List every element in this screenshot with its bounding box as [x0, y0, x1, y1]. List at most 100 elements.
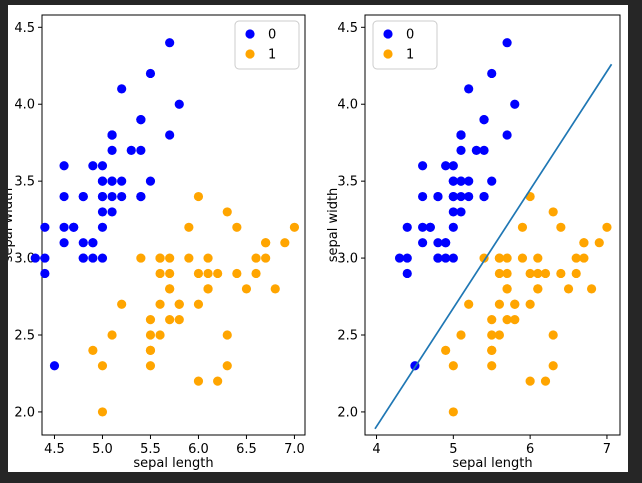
data-point: [448, 176, 458, 186]
data-point: [479, 191, 489, 202]
data-point: [88, 161, 98, 171]
decision-boundary-line: [374, 63, 613, 430]
data-point: [136, 115, 146, 125]
y-tick-label: 3.0: [337, 252, 358, 267]
data-point: [602, 222, 612, 232]
data-point: [448, 407, 458, 417]
data-point: [479, 145, 489, 155]
plot-frame: [41, 14, 306, 436]
data-point: [487, 315, 497, 325]
data-point: [456, 191, 466, 202]
data-point: [456, 176, 466, 186]
data-point: [394, 253, 405, 263]
data-point: [193, 376, 204, 386]
data-point: [193, 268, 204, 279]
data-point: [193, 191, 204, 202]
data-point: [579, 238, 589, 248]
data-point: [289, 222, 300, 232]
data-point: [78, 238, 88, 248]
data-point: [251, 253, 261, 263]
data-point: [88, 253, 98, 263]
data-point: [107, 207, 117, 217]
data-point: [510, 299, 520, 309]
data-point: [571, 268, 581, 279]
y-axis-label: sepal width: [326, 188, 341, 263]
data-point: [502, 130, 512, 140]
left-scatter-plot: 4.5 5.0 5.5 6.0 6.5 7.0 2.0 2.5 3.0 3.5 4.0 4.5 sepa…: [8, 14, 306, 471]
data-point: [464, 299, 474, 309]
data-point: [448, 253, 458, 263]
x-tick-label: 6: [526, 442, 534, 457]
data-point: [59, 191, 69, 202]
data-point: [402, 268, 412, 279]
data-point: [78, 191, 88, 202]
legend-label: 0: [406, 28, 414, 43]
x-tick-label: 5.5: [140, 442, 161, 457]
data-point: [174, 99, 184, 109]
data-point: [97, 222, 108, 232]
y-axis-label: sepal width: [8, 188, 16, 263]
y-tick-label: 2.0: [14, 405, 35, 420]
data-point: [136, 145, 146, 155]
data-point: [222, 330, 232, 340]
y-tick-label: 3.5: [337, 175, 358, 190]
data-point: [117, 191, 127, 202]
data-point: [402, 253, 412, 263]
data-point: [517, 222, 528, 232]
data-point: [203, 268, 213, 279]
data-point: [471, 145, 481, 155]
data-point: [270, 284, 280, 294]
data-point: [222, 361, 232, 371]
data-point: [487, 345, 497, 355]
x-tick-label: 5: [449, 442, 457, 457]
data-point: [487, 330, 497, 340]
data-point: [145, 345, 156, 355]
data-point: [441, 345, 451, 355]
y-tick-label: 4.5: [337, 21, 358, 36]
data-point: [40, 253, 50, 263]
x-tick-label: 6.0: [188, 442, 209, 457]
x-tick-label: 6.5: [236, 442, 257, 457]
data-point: [145, 361, 156, 371]
data-point: [59, 222, 69, 232]
data-point: [456, 130, 466, 140]
data-point: [107, 176, 117, 186]
data-point: [165, 38, 175, 48]
data-point: [280, 238, 290, 248]
data-point: [502, 315, 512, 325]
data-point: [155, 253, 165, 263]
data-point: [502, 38, 512, 48]
data-point: [418, 238, 428, 248]
data-point: [441, 238, 451, 248]
data-point: [117, 299, 127, 309]
data-point: [548, 330, 558, 340]
data-point: [59, 161, 69, 171]
data-point: [525, 376, 535, 386]
data-point: [433, 253, 443, 263]
data-point: [517, 253, 528, 263]
data-point: [548, 207, 558, 217]
data-point: [579, 253, 589, 263]
data-point: [464, 176, 474, 186]
data-point: [533, 268, 543, 279]
data-point: [433, 238, 443, 248]
data-point: [184, 253, 194, 263]
data-point: [540, 376, 551, 386]
data-point: [155, 299, 165, 309]
x-axis-label: sepal length: [452, 456, 532, 471]
data-point: [418, 222, 428, 232]
data-point: [97, 207, 108, 217]
data-point: [232, 222, 242, 232]
legend-box: [234, 20, 300, 70]
data-point: [494, 253, 505, 263]
data-point: [418, 191, 428, 202]
data-point: [184, 222, 194, 232]
data-point: [145, 68, 156, 79]
data-point: [464, 191, 474, 202]
data-point: [165, 315, 175, 325]
data-point: [203, 253, 213, 263]
legend-marker: [245, 29, 255, 39]
x-tick-label: 4: [372, 442, 380, 457]
data-point: [448, 191, 458, 202]
data-point: [136, 191, 146, 202]
